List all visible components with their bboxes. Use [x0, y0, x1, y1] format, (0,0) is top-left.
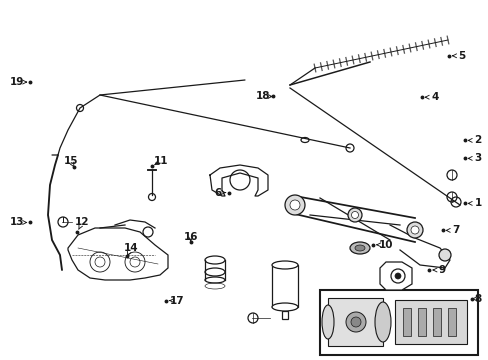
Text: 14: 14	[123, 243, 138, 253]
Ellipse shape	[271, 261, 297, 269]
Polygon shape	[379, 262, 411, 290]
Text: 16: 16	[183, 232, 198, 242]
Ellipse shape	[374, 302, 390, 342]
Text: 7: 7	[451, 225, 459, 235]
Circle shape	[285, 195, 305, 215]
Text: 11: 11	[154, 156, 168, 166]
Bar	[271, 265, 297, 307]
Ellipse shape	[354, 245, 364, 251]
Text: 19: 19	[10, 77, 24, 87]
Text: 13: 13	[10, 217, 24, 228]
Text: 3: 3	[474, 153, 481, 163]
Text: 6: 6	[214, 188, 221, 198]
Ellipse shape	[271, 303, 297, 311]
Text: 8: 8	[474, 294, 481, 304]
Ellipse shape	[321, 305, 333, 339]
Circle shape	[406, 222, 422, 238]
Circle shape	[351, 211, 358, 219]
Circle shape	[410, 226, 418, 234]
Polygon shape	[68, 228, 168, 280]
Text: 15: 15	[63, 156, 78, 166]
Bar	[327, 298, 382, 346]
Text: 9: 9	[438, 265, 445, 275]
Bar	[417, 308, 425, 336]
Circle shape	[438, 249, 450, 261]
Text: 18: 18	[255, 91, 270, 102]
Text: 2: 2	[474, 135, 481, 145]
Bar	[447, 308, 455, 336]
Bar	[402, 308, 410, 336]
Text: 5: 5	[458, 51, 465, 61]
Circle shape	[394, 273, 400, 279]
Text: 1: 1	[474, 198, 481, 208]
Text: 12: 12	[75, 217, 89, 228]
Circle shape	[347, 208, 361, 222]
Bar	[432, 308, 440, 336]
Text: 4: 4	[430, 92, 438, 102]
Text: 10: 10	[378, 240, 393, 250]
Circle shape	[289, 200, 299, 210]
Circle shape	[346, 312, 365, 332]
Bar	[319, 290, 477, 355]
Circle shape	[350, 317, 360, 327]
Bar	[282, 311, 287, 319]
Text: 17: 17	[169, 296, 184, 306]
Ellipse shape	[349, 242, 369, 254]
Bar	[394, 300, 466, 344]
